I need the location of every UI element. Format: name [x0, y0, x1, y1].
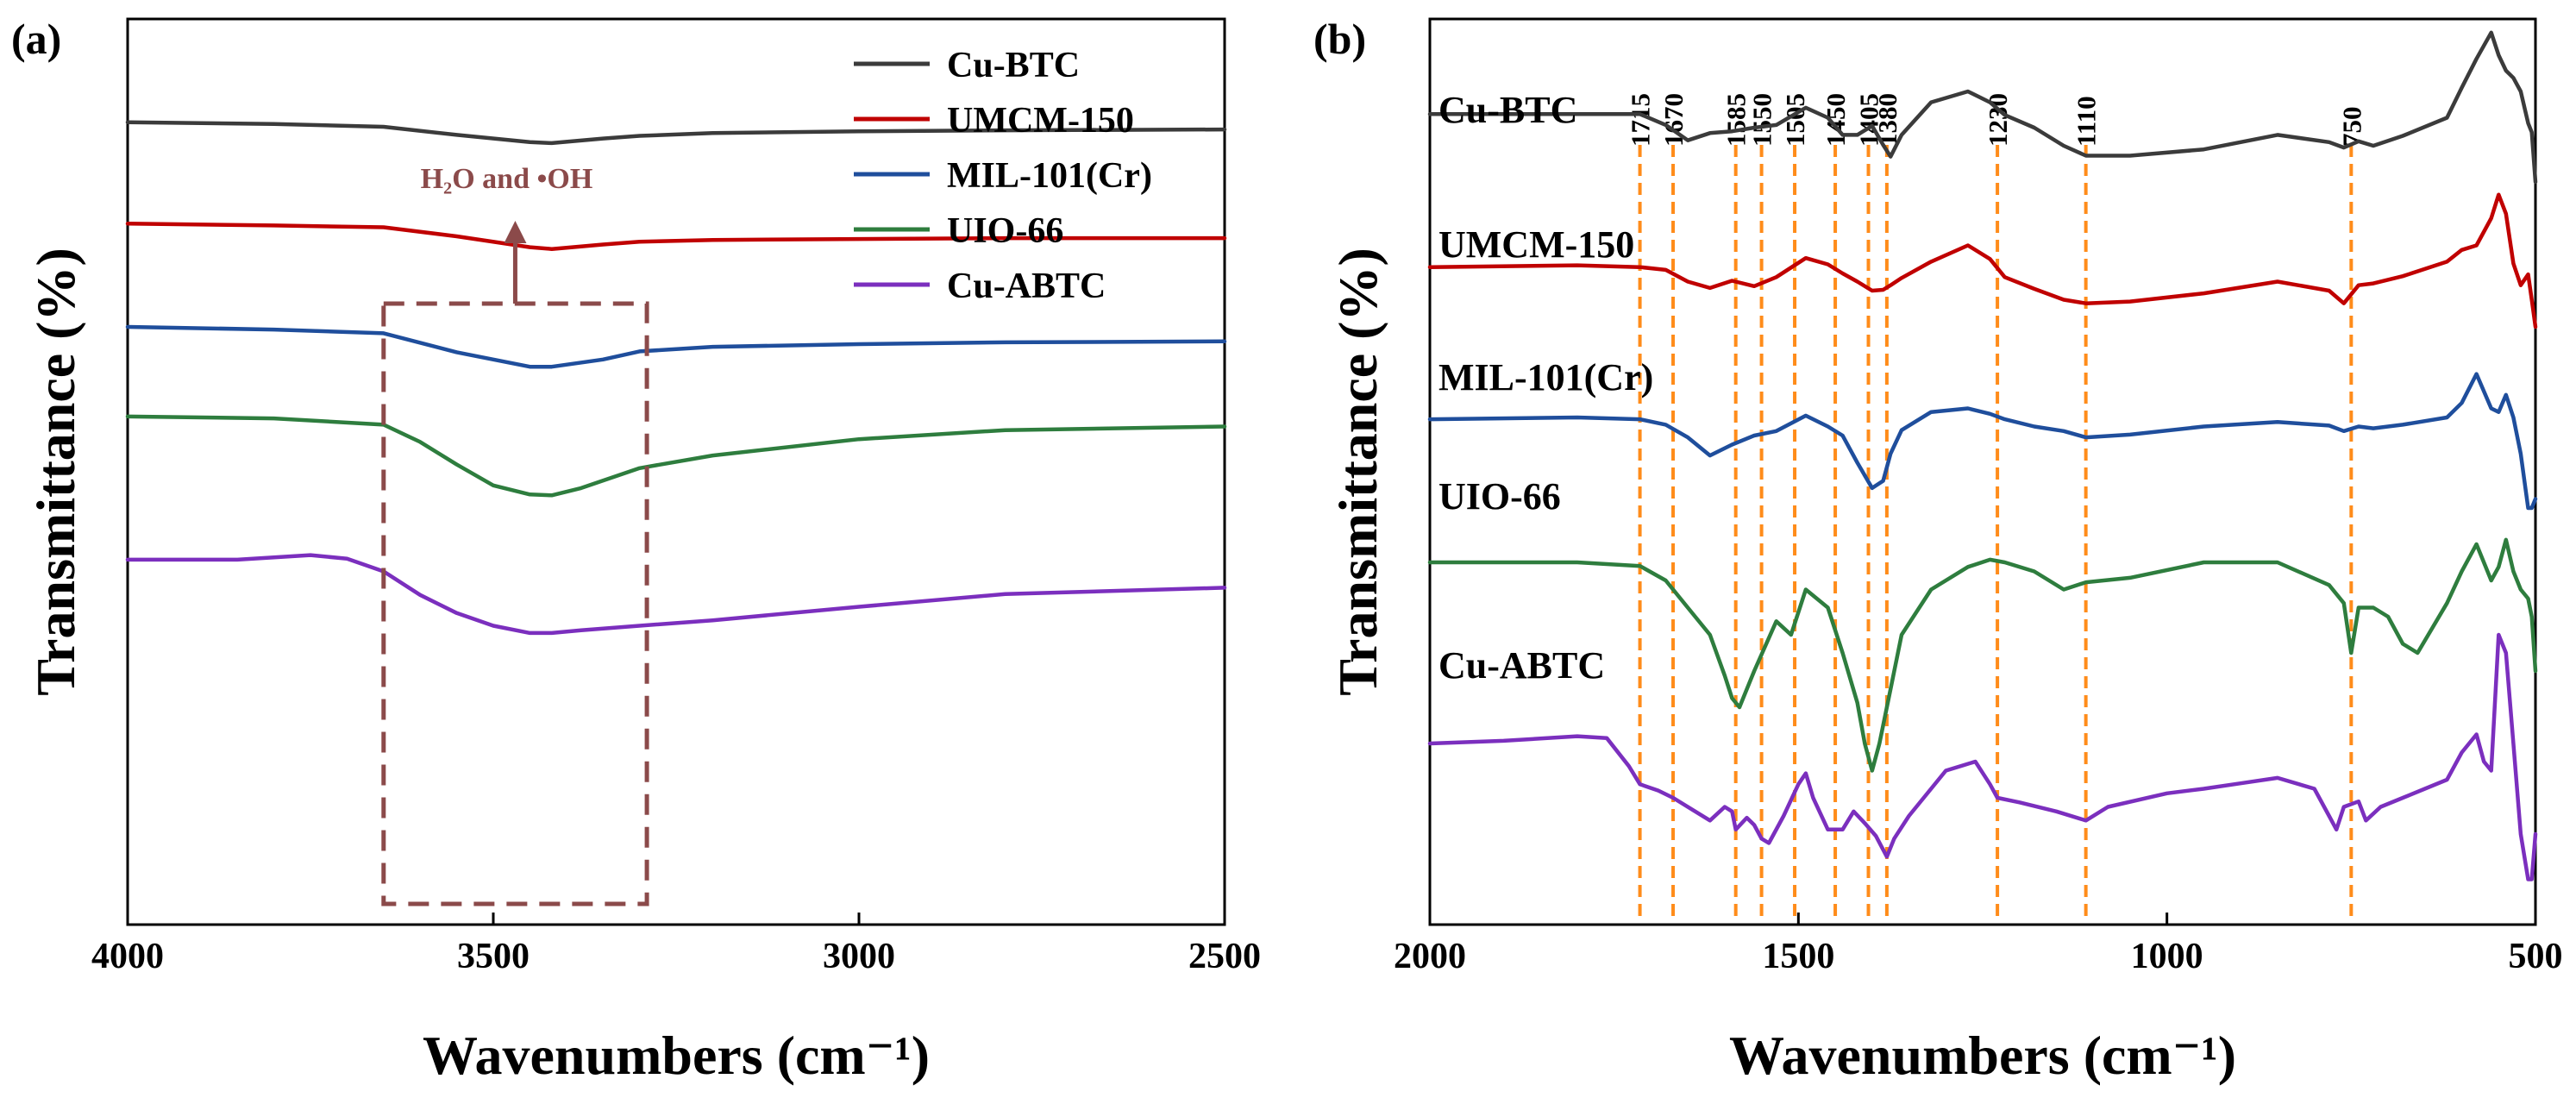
series-label-mil-101-cr: MIL-101(Cr) — [1438, 356, 1653, 398]
series-line-mil-101-cr — [125, 324, 1227, 369]
series-line-mil-101-cr — [1427, 372, 2538, 511]
legend-entry: Cu-BTC — [947, 46, 1080, 85]
panel-a: 4000 3500 3000 2500 Wavenumbers (cm⁻¹) Transm… — [11, 15, 1261, 1086]
x-tick-label: 2000 — [1394, 937, 1466, 976]
panel-label: (b) — [1313, 15, 1366, 63]
x-tick-label: 500 — [2509, 937, 2563, 976]
legend-entry: UMCM-150 — [947, 101, 1134, 141]
series-label-cu-btc: Cu-BTC — [1438, 89, 1577, 131]
x-tick-label: 4000 — [91, 937, 164, 976]
plot-frame — [126, 17, 1226, 926]
y-axis-label: Transmittance (%) — [25, 248, 86, 696]
series-line-cu-btc — [1427, 30, 2538, 185]
series-line-cu-abtc — [1427, 632, 2538, 881]
series-line-cu-btc — [125, 120, 1227, 146]
series-label-cu-abtc: Cu-ABTC — [1438, 644, 1605, 687]
series-line-umcm-150 — [125, 222, 1227, 251]
panel-label: (a) — [11, 15, 61, 63]
series-line-cu-abtc — [125, 553, 1227, 636]
series-line-uio-66 — [1427, 537, 2538, 773]
peak-marker-label: 750 — [2336, 107, 2366, 147]
legend-entry: UIO-66 — [947, 211, 1063, 251]
x-axis-label: Wavenumbers (cm⁻¹) — [1729, 1025, 2236, 1086]
x-tick-label: 1500 — [1762, 937, 1834, 976]
peak-marker-label: 1550 — [1747, 93, 1777, 147]
x-tick-label: 2500 — [1188, 937, 1261, 976]
legend-entry: Cu-ABTC — [947, 267, 1106, 306]
peak-marker-label: 1450 — [1821, 93, 1851, 147]
x-tick-label: 3000 — [823, 937, 895, 976]
x-tick-label: 3500 — [457, 937, 530, 976]
series-label-umcm-150: UMCM-150 — [1438, 223, 1634, 266]
annotation-box — [381, 301, 649, 906]
y-axis-label: Transmittance (%) — [1327, 248, 1388, 696]
legend-entry: MIL-101(Cr) — [947, 156, 1152, 196]
panel-b: 2000 1500 1000 500 Wavenumbers (cm⁻¹) Transmi… — [1313, 15, 2563, 1086]
series-line-uio-66 — [125, 414, 1227, 498]
peak-marker-label: 1110 — [2071, 96, 2102, 147]
series-line-umcm-150 — [1427, 192, 2538, 329]
series-label-uio-66: UIO-66 — [1438, 475, 1561, 518]
peak-marker-label: 1585 — [1721, 93, 1752, 147]
plot-frame — [1428, 17, 2537, 926]
x-axis-label: Wavenumbers (cm⁻¹) — [423, 1025, 930, 1086]
annotation-text: H₂O and •OH — [421, 163, 593, 195]
annotation-arrowhead — [504, 221, 527, 243]
x-tick-label: 1000 — [2131, 937, 2203, 976]
